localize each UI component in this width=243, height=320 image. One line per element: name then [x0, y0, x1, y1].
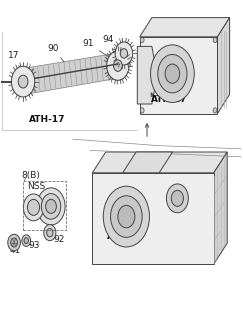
Circle shape [11, 238, 17, 247]
Circle shape [103, 186, 149, 247]
Circle shape [107, 51, 129, 80]
Circle shape [8, 234, 20, 251]
Polygon shape [214, 152, 227, 264]
Circle shape [158, 54, 187, 93]
Text: 91: 91 [83, 39, 114, 60]
Circle shape [18, 75, 28, 88]
Circle shape [150, 45, 194, 102]
Circle shape [46, 199, 56, 213]
Text: 92: 92 [53, 235, 65, 244]
Circle shape [27, 199, 40, 215]
Circle shape [213, 37, 217, 43]
Circle shape [115, 42, 133, 65]
Text: 41: 41 [10, 246, 21, 255]
Circle shape [111, 196, 142, 237]
FancyBboxPatch shape [140, 37, 217, 114]
Circle shape [113, 60, 122, 71]
Circle shape [44, 225, 56, 241]
Text: 90: 90 [47, 44, 64, 62]
Circle shape [165, 64, 180, 83]
Circle shape [47, 228, 53, 237]
Circle shape [118, 205, 135, 228]
Circle shape [22, 235, 31, 246]
Polygon shape [217, 18, 230, 114]
Text: 8(B): 8(B) [22, 171, 41, 180]
Text: ATH-17: ATH-17 [29, 115, 66, 124]
Circle shape [24, 238, 28, 244]
Circle shape [166, 184, 188, 213]
Circle shape [37, 188, 65, 225]
Polygon shape [123, 152, 173, 173]
Circle shape [171, 190, 183, 206]
Circle shape [140, 37, 144, 43]
FancyBboxPatch shape [92, 173, 214, 264]
Circle shape [140, 108, 144, 113]
Text: 17: 17 [8, 51, 22, 71]
Text: 93: 93 [29, 241, 40, 250]
Circle shape [11, 66, 35, 97]
Circle shape [41, 194, 61, 219]
Circle shape [120, 49, 128, 58]
Polygon shape [22, 53, 119, 94]
Text: 94: 94 [102, 35, 122, 47]
Text: ATH-17: ATH-17 [151, 95, 187, 104]
Polygon shape [92, 152, 227, 173]
Text: ATH-17: ATH-17 [107, 232, 143, 241]
Circle shape [23, 194, 44, 221]
Polygon shape [140, 18, 230, 37]
Polygon shape [137, 46, 154, 104]
Circle shape [213, 108, 217, 113]
Text: NSS: NSS [27, 182, 46, 191]
